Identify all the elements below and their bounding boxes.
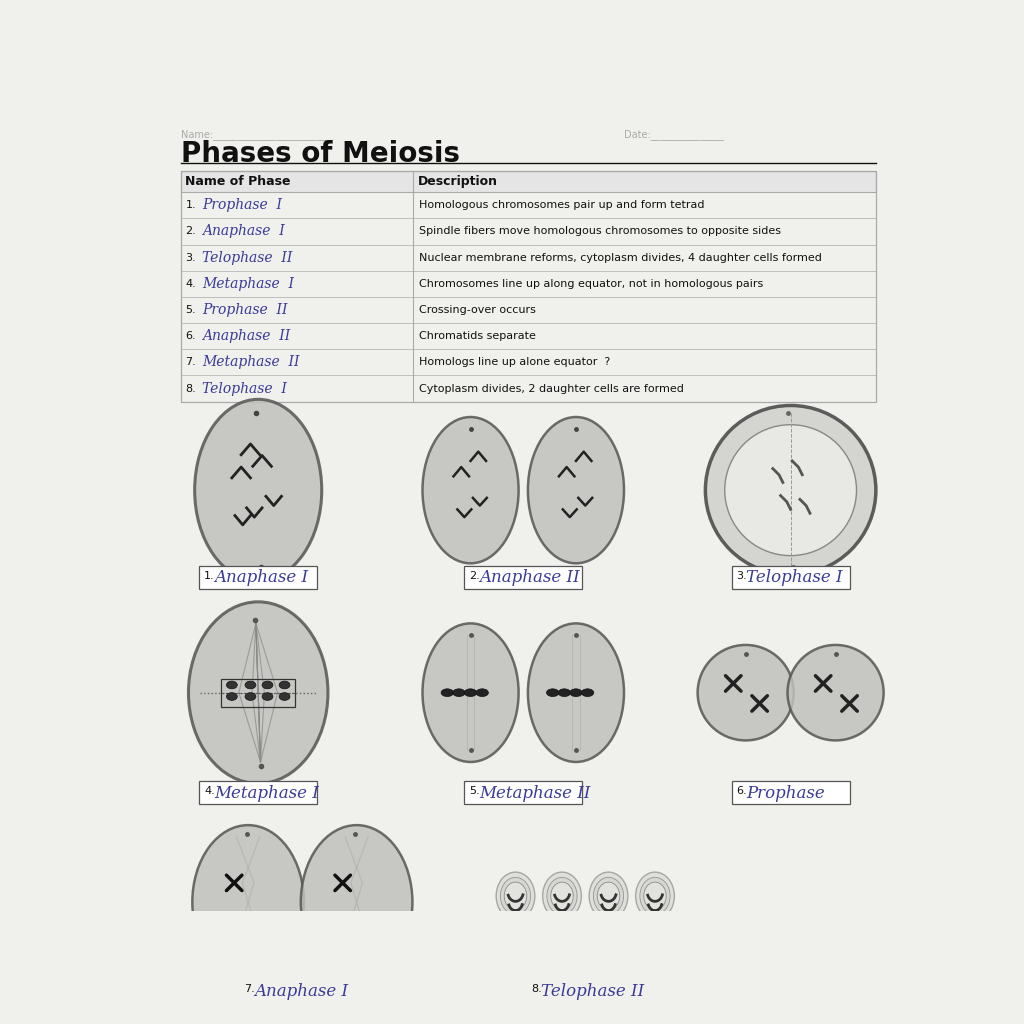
Text: Prophase: Prophase	[746, 785, 825, 802]
FancyBboxPatch shape	[200, 565, 317, 589]
Bar	[180, 171, 876, 193]
Text: 3.: 3.	[736, 570, 746, 581]
Ellipse shape	[195, 399, 322, 581]
Ellipse shape	[640, 878, 670, 914]
Text: 2.: 2.	[469, 570, 480, 581]
Ellipse shape	[188, 602, 328, 783]
Ellipse shape	[423, 417, 518, 563]
Ellipse shape	[226, 681, 238, 689]
Text: Anaphase  I: Anaphase I	[203, 224, 285, 239]
Ellipse shape	[501, 878, 530, 914]
Text: Metaphase  II: Metaphase II	[203, 355, 300, 370]
Text: 8.: 8.	[531, 984, 542, 994]
Ellipse shape	[593, 878, 624, 914]
Ellipse shape	[193, 825, 304, 979]
Ellipse shape	[441, 689, 454, 696]
FancyBboxPatch shape	[200, 781, 317, 804]
Ellipse shape	[597, 882, 620, 909]
Ellipse shape	[528, 417, 624, 563]
Ellipse shape	[280, 681, 290, 689]
Ellipse shape	[504, 882, 526, 909]
Text: Nuclear membrane reforms, cytoplasm divides, 4 daughter cells formed: Nuclear membrane reforms, cytoplasm divi…	[420, 253, 822, 262]
Ellipse shape	[464, 689, 477, 696]
Text: Name:________________________: Name:________________________	[180, 129, 330, 140]
Ellipse shape	[551, 882, 573, 909]
FancyBboxPatch shape	[240, 979, 357, 1002]
Ellipse shape	[558, 689, 570, 696]
Text: Metaphase II: Metaphase II	[479, 785, 591, 802]
Ellipse shape	[644, 882, 667, 909]
Text: Description: Description	[418, 175, 498, 187]
Text: Metaphase  I: Metaphase I	[203, 276, 295, 291]
FancyBboxPatch shape	[526, 979, 644, 1002]
Ellipse shape	[528, 624, 624, 762]
Ellipse shape	[582, 689, 594, 696]
FancyBboxPatch shape	[464, 781, 583, 804]
Text: Anaphase  II: Anaphase II	[203, 329, 291, 343]
Text: 1.: 1.	[204, 570, 215, 581]
Text: Name of Phase: Name of Phase	[185, 175, 291, 187]
Text: Crossing-over occurs: Crossing-over occurs	[420, 305, 537, 315]
FancyBboxPatch shape	[464, 565, 583, 589]
Bar	[221, 679, 295, 707]
Ellipse shape	[262, 692, 273, 700]
Text: Chromosomes line up along equator, not in homologous pairs: Chromosomes line up along equator, not i…	[420, 279, 764, 289]
Text: Telophase I: Telophase I	[746, 569, 843, 587]
Text: Telophase II: Telophase II	[541, 983, 644, 1000]
Ellipse shape	[636, 872, 675, 920]
Ellipse shape	[547, 689, 559, 696]
Text: Prophase  I: Prophase I	[203, 199, 283, 212]
Text: Anaphase I: Anaphase I	[214, 569, 308, 587]
Text: 7.: 7.	[245, 984, 255, 994]
Ellipse shape	[496, 872, 535, 920]
Ellipse shape	[543, 872, 582, 920]
Text: 7.: 7.	[185, 357, 197, 368]
Text: 5.: 5.	[469, 786, 479, 797]
Text: 8.: 8.	[185, 384, 197, 393]
Text: 4.: 4.	[204, 786, 215, 797]
Text: Telophase  I: Telophase I	[203, 382, 288, 395]
Ellipse shape	[476, 689, 488, 696]
Text: 4.: 4.	[185, 279, 197, 289]
Text: Homologs line up alone equator  ?: Homologs line up alone equator ?	[420, 357, 610, 368]
Ellipse shape	[262, 681, 273, 689]
Bar	[180, 171, 876, 401]
Ellipse shape	[423, 624, 518, 762]
Text: 5.: 5.	[185, 305, 196, 315]
Text: Date:_______________: Date:_______________	[624, 129, 724, 140]
Text: Prophase  II: Prophase II	[203, 303, 288, 317]
Text: Anaphase II: Anaphase II	[479, 569, 580, 587]
Ellipse shape	[245, 692, 256, 700]
Text: Metaphase I: Metaphase I	[214, 785, 318, 802]
Ellipse shape	[453, 689, 465, 696]
Text: Cytoplasm divides, 2 daughter cells are formed: Cytoplasm divides, 2 daughter cells are …	[420, 384, 684, 393]
Text: Homologous chromosomes pair up and form tetrad: Homologous chromosomes pair up and form …	[420, 201, 705, 210]
Ellipse shape	[697, 645, 794, 740]
Text: 6.: 6.	[736, 786, 746, 797]
Text: Phases of Meiosis: Phases of Meiosis	[180, 140, 460, 168]
Ellipse shape	[245, 681, 256, 689]
Text: 2.: 2.	[185, 226, 197, 237]
FancyBboxPatch shape	[732, 781, 850, 804]
FancyBboxPatch shape	[732, 565, 850, 589]
Ellipse shape	[547, 878, 578, 914]
Text: Telophase  II: Telophase II	[203, 251, 293, 264]
Ellipse shape	[226, 692, 238, 700]
Text: 1.: 1.	[185, 201, 196, 210]
Text: Chromatids separate: Chromatids separate	[420, 331, 537, 341]
Ellipse shape	[301, 825, 413, 979]
Text: 3.: 3.	[185, 253, 196, 262]
Ellipse shape	[280, 692, 290, 700]
Ellipse shape	[787, 645, 884, 740]
Ellipse shape	[706, 406, 876, 574]
Ellipse shape	[589, 872, 628, 920]
Text: Spindle fibers move homologous chromosomes to opposite sides: Spindle fibers move homologous chromosom…	[420, 226, 781, 237]
Ellipse shape	[725, 425, 856, 556]
Text: 6.: 6.	[185, 331, 196, 341]
Text: Anaphase I: Anaphase I	[254, 983, 348, 1000]
Ellipse shape	[569, 689, 583, 696]
